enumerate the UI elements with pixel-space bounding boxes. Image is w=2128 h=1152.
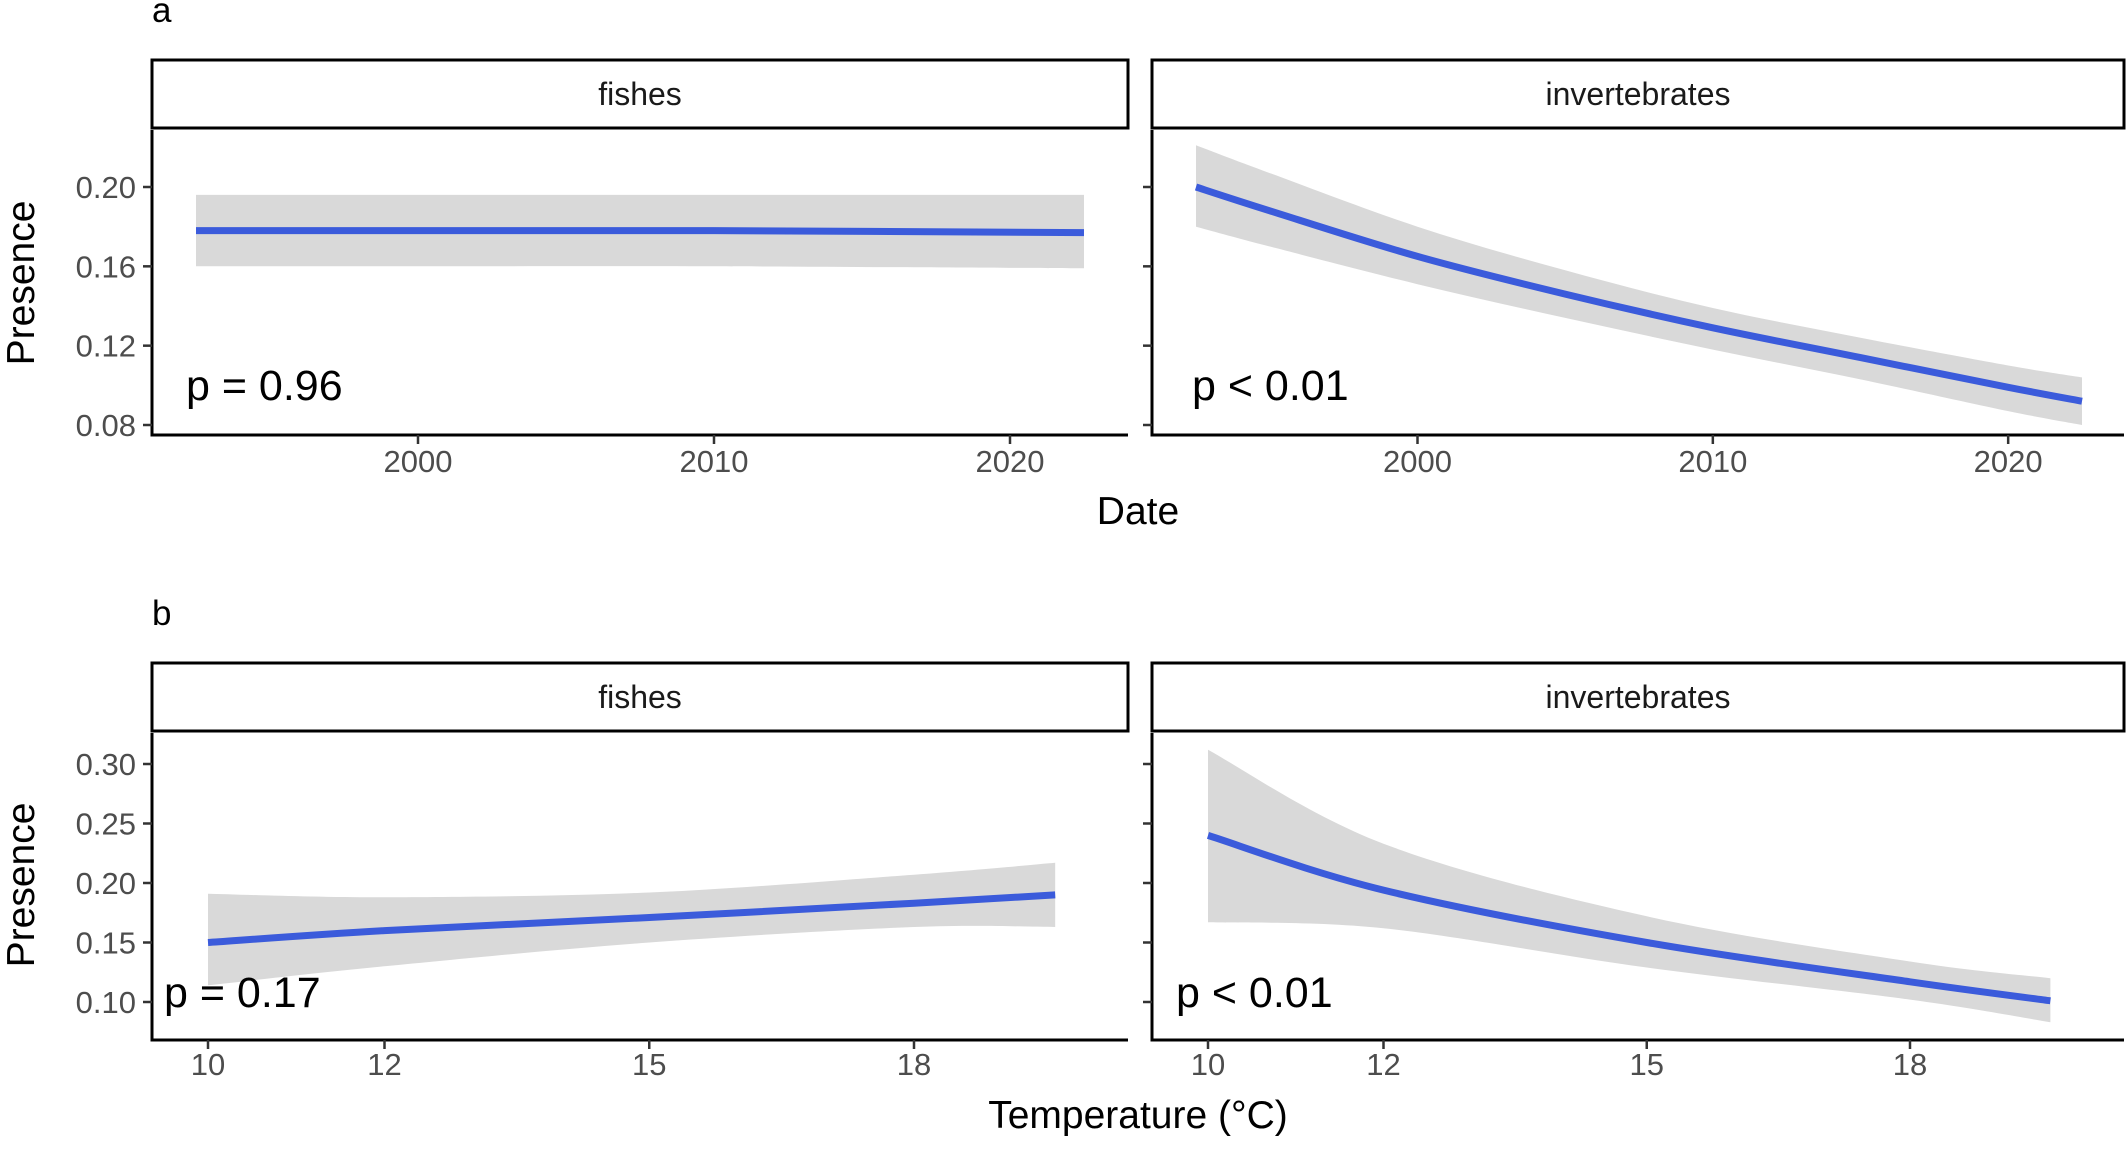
panel-letter: a (152, 0, 172, 30)
x-tick-label: 18 (897, 1047, 931, 1082)
confidence-band (1208, 749, 2051, 1023)
facet-fishes: fishes 10 12 15 18 0.10 0.15 0.20 0.25 0.30 p = 0.… (76, 661, 1130, 1082)
y-tick-label: 0.20 (76, 170, 136, 205)
y-tick-label: 0.10 (76, 985, 136, 1020)
x-tick-label: 12 (367, 1047, 401, 1082)
x-axis-title: Temperature (°C) (988, 1094, 1288, 1137)
facet-strip-label: fishes (598, 679, 682, 715)
y-tick-label: 0.15 (76, 926, 136, 961)
x-tick-label: 12 (1366, 1047, 1400, 1082)
facet-strip-label: invertebrates (1546, 679, 1731, 715)
y-axis-title: Presence (0, 803, 43, 968)
panel-letter: b (152, 594, 171, 633)
y-tick-label: 0.12 (76, 329, 136, 364)
y-tick-label: 0.08 (76, 408, 136, 443)
x-tick-label: 18 (1893, 1047, 1927, 1082)
x-tick-label: 10 (191, 1047, 225, 1082)
facet-strip-label: invertebrates (1546, 76, 1731, 112)
p-value-label: p < 0.01 (1192, 362, 1349, 410)
y-axis-title: Presence (0, 201, 43, 366)
x-axis-title: Date (1097, 490, 1179, 533)
facet-strip (1150, 58, 2126, 130)
y-tick-label: 0.30 (76, 747, 136, 782)
facet-strip-label: fishes (598, 76, 682, 112)
panel-a: a Presence Date fishes 2000 2010 2020 0.08 0.12 0… (0, 0, 2126, 533)
p-value-label: p = 0.96 (186, 362, 343, 410)
x-tick-label: 2020 (976, 444, 1045, 479)
facet-strip (150, 661, 1130, 733)
fitted-line (1194, 183, 2083, 405)
y-tick-label: 0.25 (76, 807, 136, 842)
fitted-line (195, 226, 1085, 237)
confidence-band (208, 862, 1056, 986)
y-tick-label: 0.16 (76, 249, 136, 284)
x-tick-label: 2000 (1383, 444, 1452, 479)
x-tick-label: 15 (632, 1047, 666, 1082)
x-tick-label: 15 (1630, 1047, 1664, 1082)
x-tick-label: 10 (1191, 1047, 1225, 1082)
x-tick-label: 2020 (1974, 444, 2043, 479)
p-value-label: p < 0.01 (1176, 969, 1333, 1017)
fitted-line (1206, 832, 2051, 1005)
fitted-line (207, 891, 1056, 946)
x-tick-label: 2010 (1678, 444, 1747, 479)
facet-invertebrates: invertebrates 10 12 15 18 p < 0.01 (1143, 661, 2126, 1082)
facet-fishes: fishes 2000 2010 2020 0.08 0.12 0.16 0.20 p = 0.… (76, 58, 1130, 479)
panel-b: b Presence Temperature (°C) fishes 10 12 15 18 0… (0, 594, 2126, 1137)
p-value-label: p = 0.17 (164, 969, 321, 1017)
facet-strip (150, 58, 1130, 130)
y-tick-label: 0.20 (76, 866, 136, 901)
facet-invertebrates: invertebrates 2000 2010 2020 p < 0.01 (1143, 58, 2126, 479)
x-tick-label: 2000 (384, 444, 453, 479)
facet-strip (1150, 661, 2126, 733)
x-tick-label: 2010 (680, 444, 749, 479)
